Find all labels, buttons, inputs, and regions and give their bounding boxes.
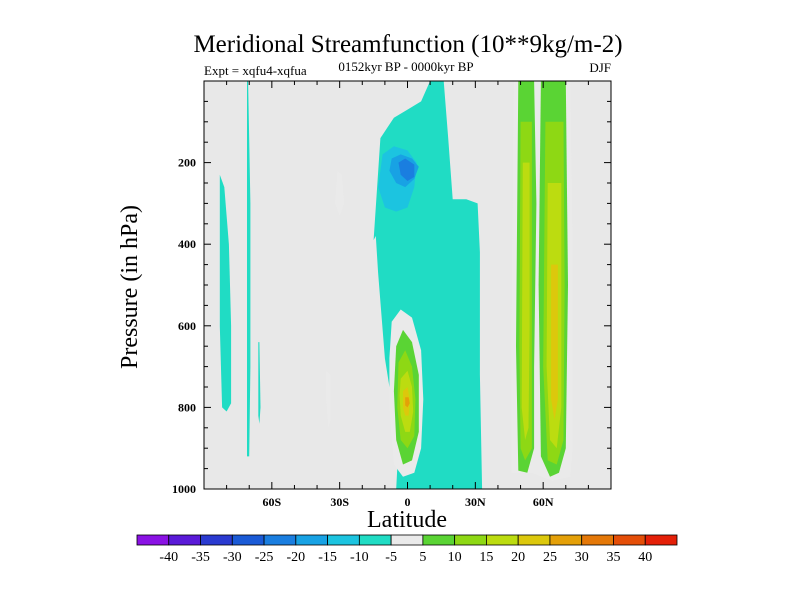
contour-region-14 [405,397,410,408]
colorbar-label-13: 30 [575,550,589,565]
colorbar-swatch-5 [295,534,328,546]
x-tick-label: 0 [405,495,411,509]
colorbar-swatch-2 [200,534,233,546]
colorbar-label-15: 40 [638,550,652,565]
x-axis-label: Latitude [367,507,447,533]
colorbar-swatch-0 [136,534,170,546]
colorbar-label-12: 25 [543,550,557,565]
colorbar-label-9: 10 [448,550,462,565]
colorbar-swatch-1 [168,534,201,546]
y-tick-label: 400 [178,237,196,251]
chart-title: Meridional Streamfunction (10**9kg/m-2) [193,31,622,58]
colorbar-label-5: -15 [318,550,337,565]
x-tick-label: 60S [262,495,281,509]
contour-region-6 [398,158,415,181]
y-tick-label: 800 [178,400,196,414]
contour-region-7 [335,170,345,216]
colorbar-label-10: 15 [479,550,493,565]
colorbar-swatch-6 [327,534,360,546]
colorbar-label-4: -20 [286,550,305,565]
colorbar-label-0: -40 [159,550,178,565]
colorbar-label-14: 35 [606,550,620,565]
axis-ticks: 60S 30S 0 30N 60N 200 400 600 800 1000 [172,81,611,509]
plot-frame [203,80,612,490]
colorbar-label-11: 20 [511,550,525,565]
contour-region-1 [247,81,251,457]
colorbar-swatch-8 [390,534,424,546]
x-tick-label: 30N [465,495,486,509]
x-tick-label: 60N [533,495,554,509]
y-tick-label: 1000 [172,482,196,496]
colorbar-label-2: -30 [223,550,242,565]
y-tick-label: 600 [178,319,196,333]
contour-region-8 [326,370,331,428]
y-axis-label: Pressure (in hPa) [117,205,143,369]
contour-fills [219,81,573,489]
experiment-label: Expt = xqfu4-xqfua [204,63,307,78]
contour-region-18 [521,162,530,440]
colorbar-label-1: -35 [191,550,210,565]
colorbar-swatch-16 [644,534,678,546]
colorbar-swatch-10 [454,534,487,546]
colorbar-swatch-7 [358,534,392,546]
colorbar-label-3: -25 [255,550,274,565]
colorbar-label-8: 5 [419,550,426,565]
colorbar-swatch-9 [422,534,456,546]
x-tick-label: 30S [330,495,349,509]
colorbar-label-7: -5 [385,550,397,565]
colorbar-swatch-15 [613,534,646,546]
colorbar: -40 -35 -30 -25 -20 -15 -10 -5 5 10 15 20 25 30 35 40 [136,534,678,565]
colorbar-swatch-4 [263,534,297,546]
colorbar-label-6: -10 [350,550,369,565]
colorbar-swatch-12 [517,534,551,546]
season-label: DJF [589,60,611,75]
colorbar-swatch-11 [486,534,519,546]
contour-region-22 [551,264,558,420]
contour-region-0 [219,174,232,412]
y-tick-label: 200 [178,156,196,170]
period-label: 0152kyr BP - 0000kyr BP [338,59,473,74]
contour-region-2 [258,342,261,424]
colorbar-swatch-13 [549,534,583,546]
colorbar-swatch-14 [581,534,614,546]
colorbar-swatch-3 [231,534,265,546]
